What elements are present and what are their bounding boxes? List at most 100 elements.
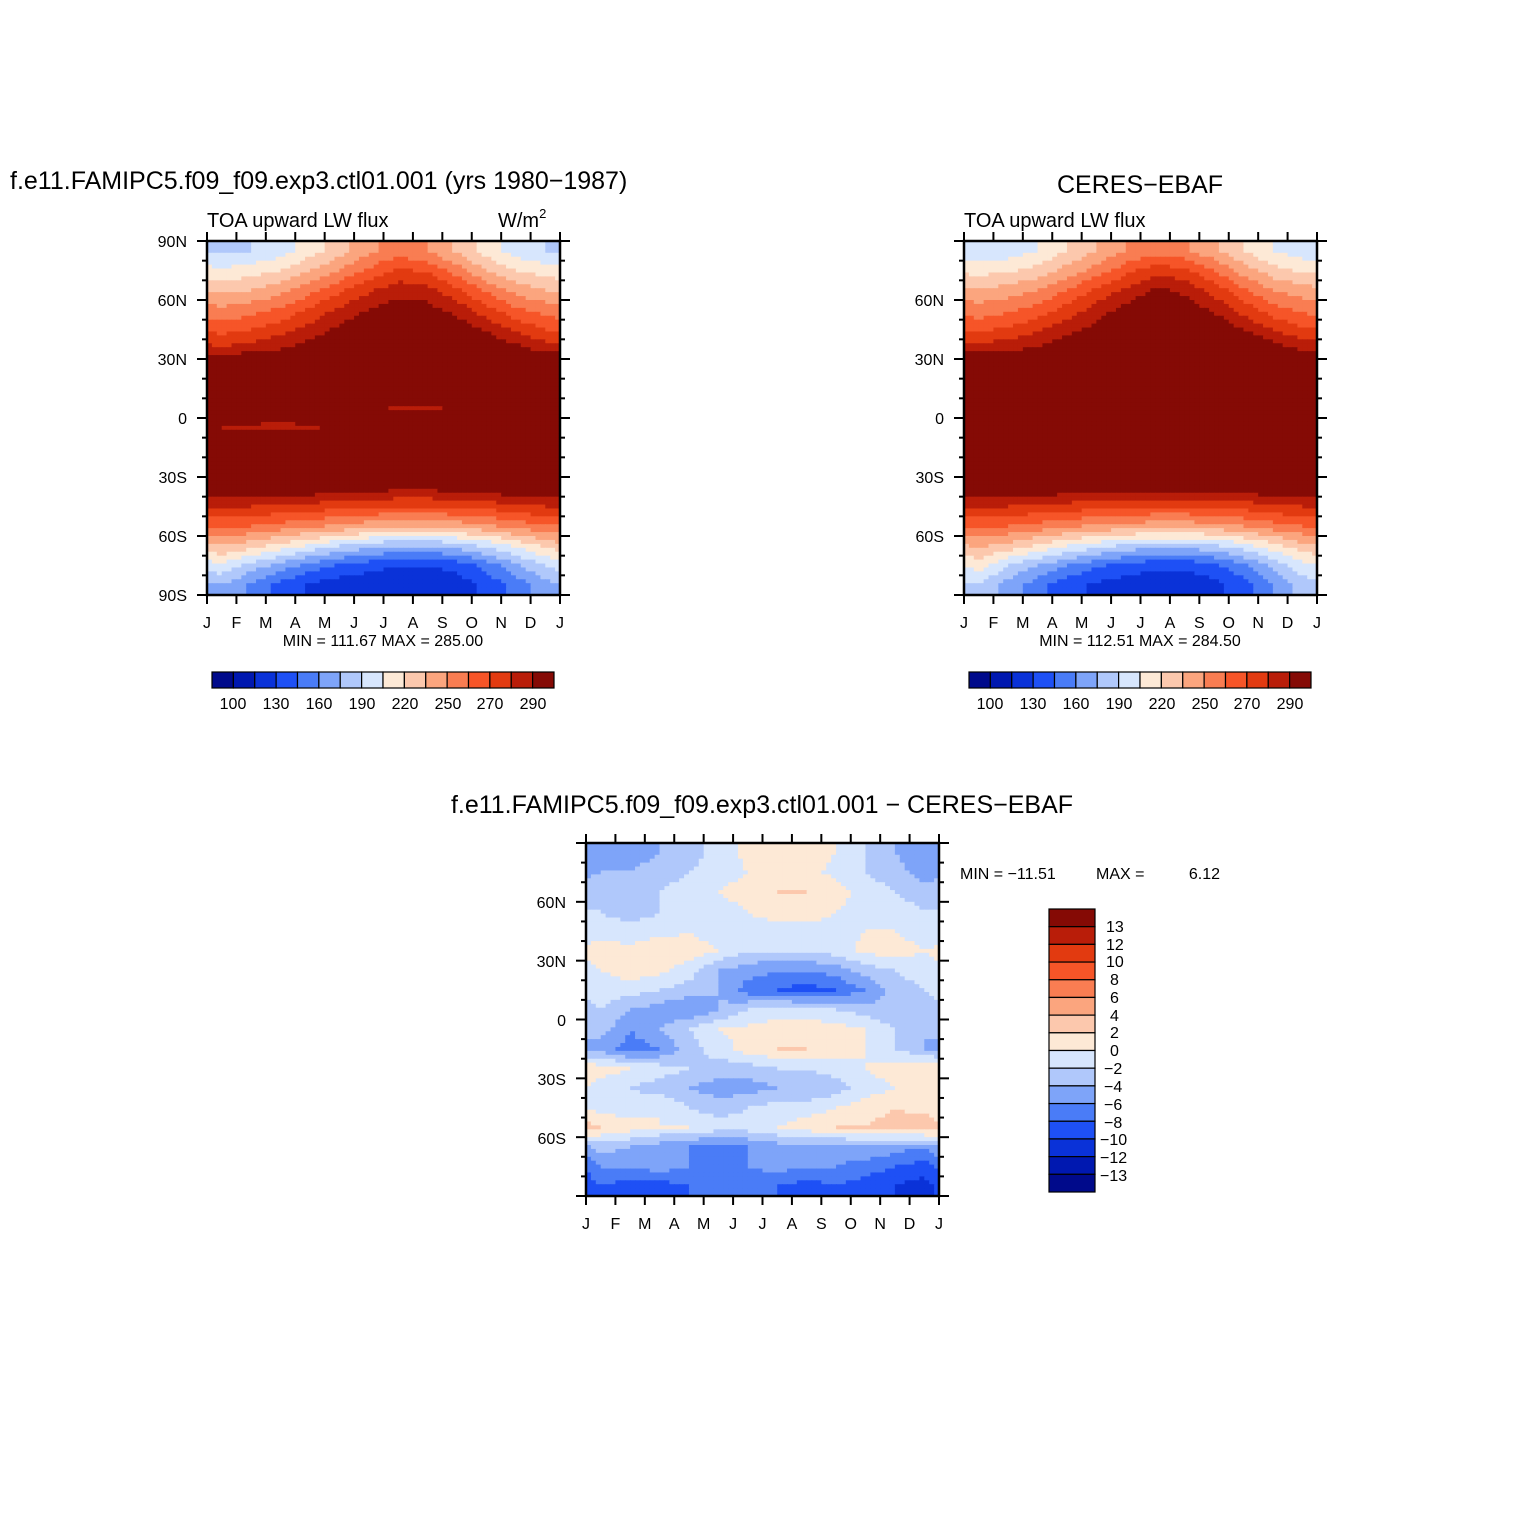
contour-cell	[265, 327, 272, 333]
contour-cell	[555, 421, 561, 427]
contour-cell	[260, 284, 267, 289]
contour-cell	[339, 414, 345, 419]
contour-cell	[432, 272, 439, 277]
contour-cell	[501, 484, 507, 490]
contour-cell	[260, 477, 267, 482]
contour-cell	[452, 296, 458, 301]
contour-cell	[530, 256, 537, 262]
contour-cell	[535, 323, 541, 329]
contour-cell	[211, 296, 218, 301]
contour-cell	[525, 398, 532, 403]
contour-cell	[442, 359, 448, 364]
contour-cell	[461, 280, 468, 285]
contour-cell	[530, 264, 537, 270]
contour-cell	[525, 241, 532, 246]
contour-cell	[452, 252, 458, 258]
contour-cell	[515, 327, 522, 333]
contour-cell	[324, 252, 331, 258]
contour-cell	[260, 300, 267, 305]
contour-cell	[305, 280, 311, 285]
contour-cell	[466, 508, 473, 513]
contour-cell	[265, 248, 272, 254]
contour-cell	[466, 394, 473, 399]
contour-cell	[393, 480, 399, 486]
contour-cell	[457, 453, 463, 458]
contour-cell	[481, 331, 488, 336]
contour-cell	[476, 402, 483, 407]
contour-cell	[221, 307, 228, 313]
contour-cell	[358, 500, 365, 506]
contour-cell	[226, 461, 233, 466]
contour-cell	[373, 264, 380, 270]
contour-cell	[324, 374, 331, 380]
contour-cell	[231, 473, 238, 478]
contour-cell	[530, 244, 537, 250]
contour-cell	[501, 335, 507, 340]
contour-cell	[246, 327, 252, 333]
contour-cell	[501, 288, 507, 293]
contour-cell	[363, 311, 370, 317]
contour-cell	[236, 288, 242, 293]
contour-cell	[241, 351, 247, 356]
contour-cell	[378, 484, 385, 490]
contour-cell	[275, 382, 282, 388]
contour-cell	[378, 276, 385, 281]
contour-cell	[437, 465, 443, 470]
contour-cell	[349, 241, 355, 246]
contour-cell	[344, 382, 350, 388]
contour-cell	[319, 488, 326, 494]
contour-cell	[471, 421, 478, 427]
contour-cell	[437, 378, 443, 384]
contour-cell	[393, 492, 399, 498]
contour-cell	[388, 311, 394, 317]
contour-cell	[486, 335, 492, 340]
contour-cell	[334, 355, 340, 360]
contour-cell	[349, 453, 355, 458]
contour-cell	[295, 418, 301, 423]
contour-cell	[300, 359, 306, 364]
contour-cell	[290, 504, 296, 510]
contour-cell	[501, 469, 507, 474]
contour-cell	[368, 280, 375, 285]
contour-cell	[398, 343, 404, 348]
contour-cell	[290, 500, 296, 506]
contour-cell	[265, 370, 272, 376]
contour-cell	[506, 402, 512, 407]
contour-cell	[285, 433, 291, 439]
contour-cell	[319, 311, 326, 317]
contour-cell	[354, 327, 360, 333]
contour-cell	[486, 414, 492, 419]
contour-cell	[471, 272, 478, 277]
contour-cell	[256, 492, 262, 498]
contour-cell	[520, 276, 527, 281]
contour-cell	[550, 248, 556, 254]
contour-cell	[334, 508, 340, 513]
contour-cell	[329, 465, 336, 470]
contour-cell	[535, 256, 541, 262]
contour-cell	[476, 272, 483, 277]
contour-cell	[417, 496, 424, 502]
contour-cell	[236, 241, 242, 246]
contour-cell	[226, 457, 233, 462]
contour-cell	[236, 366, 242, 372]
contour-cell	[226, 264, 233, 270]
contour-cell	[368, 504, 375, 510]
contour-cell	[545, 382, 551, 388]
contour-cell	[344, 241, 350, 246]
contour-cell	[260, 398, 267, 403]
contour-cell	[270, 386, 277, 392]
contour-cell	[246, 461, 252, 466]
contour-cell	[535, 284, 541, 289]
contour-cell	[481, 500, 488, 506]
contour-cell	[241, 449, 247, 454]
contour-cell	[393, 327, 399, 333]
contour-cell	[280, 343, 287, 348]
contour-cell	[486, 484, 492, 490]
contour-cell	[334, 378, 340, 384]
contour-cell	[363, 484, 370, 490]
contour-cell	[270, 390, 277, 395]
contour-cell	[251, 402, 257, 407]
contour-cell	[442, 394, 448, 399]
contour-cell	[447, 394, 453, 399]
contour-cell	[319, 496, 326, 502]
